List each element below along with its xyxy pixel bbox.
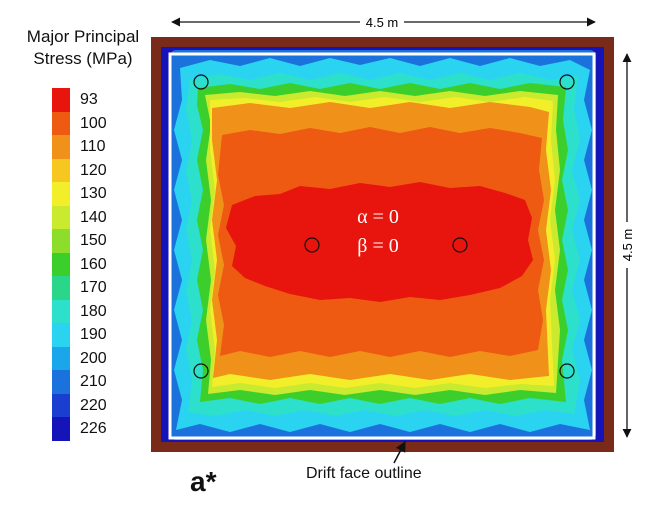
drift-face-caption: Drift face outline [306, 465, 422, 482]
legend-swatch [52, 346, 70, 370]
legend-swatch [52, 276, 70, 300]
legend-label: 120 [80, 161, 107, 179]
legend-label: 220 [80, 396, 107, 414]
legend-swatch [52, 299, 70, 323]
caption-pointer-arrow [393, 441, 406, 464]
top-dimension-label: 4.5 m [366, 15, 399, 30]
legend-title-line2: Stress (MPa) [33, 49, 133, 68]
legend-swatch [52, 158, 70, 182]
legend-label: 110 [80, 138, 106, 155]
legend-label: 150 [80, 232, 107, 249]
legend-label: 180 [80, 302, 107, 320]
legend-title-line1: Major Principal [26, 27, 140, 46]
legend-label: 160 [80, 255, 107, 273]
gauge-circle-top-right [559, 74, 575, 90]
drift-face-outline [168, 52, 596, 440]
legend-title: Major Principal Stress (MPa) [8, 26, 158, 70]
legend-label: 226 [80, 420, 107, 437]
legend-swatch [52, 182, 70, 206]
beta-label: β = 0 [357, 235, 398, 257]
gauge-circle-bottom-right [559, 363, 575, 379]
legend-swatch [52, 393, 70, 417]
gauge-circle-center-right [452, 237, 468, 253]
right-dimension-label: 4.5 m [620, 229, 635, 262]
legend-label: 100 [80, 114, 107, 132]
legend-swatch [52, 88, 70, 112]
gauge-circle-bottom-left [193, 363, 209, 379]
legend-label: 93 [80, 91, 98, 108]
panel-tag: a* [190, 466, 217, 497]
contour-plot [151, 37, 614, 452]
legend-color-bar [52, 88, 70, 441]
legend-swatch [52, 205, 70, 229]
legend-label: 210 [80, 373, 107, 390]
edge-band [151, 37, 614, 452]
legend-swatch [52, 417, 70, 441]
contour-level-93 [226, 182, 533, 302]
gauge-circle-center-left [304, 237, 320, 253]
legend-swatch [52, 252, 70, 276]
legend-labels: 93 100 110 120 130 140 150 160 170 180 190 200 210 22… [80, 88, 140, 441]
gauge-circle-top-left [193, 74, 209, 90]
legend-label: 200 [80, 349, 107, 367]
legend-label: 130 [80, 185, 107, 202]
legend-label: 140 [80, 208, 107, 226]
alpha-label: α = 0 [357, 206, 399, 228]
legend-swatch [52, 229, 70, 253]
legend-label: 190 [80, 326, 107, 343]
legend-label: 170 [80, 279, 107, 296]
legend-swatch [52, 135, 70, 159]
legend-swatch [52, 111, 70, 135]
legend-swatch [52, 370, 70, 394]
legend-swatch [52, 323, 70, 347]
